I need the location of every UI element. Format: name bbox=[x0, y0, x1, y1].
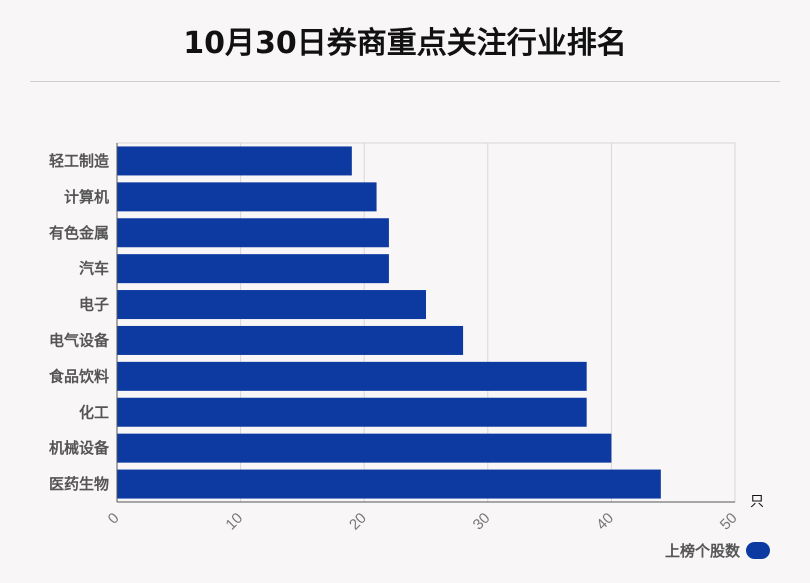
category-label: 化工 bbox=[79, 403, 109, 421]
bar bbox=[117, 325, 464, 355]
category-label: 有色金属 bbox=[49, 224, 109, 242]
bar bbox=[117, 182, 377, 212]
bars bbox=[117, 146, 661, 499]
x-axis-unit: 只 bbox=[750, 494, 764, 510]
bar bbox=[117, 433, 612, 463]
title-divider bbox=[30, 81, 780, 82]
bar bbox=[117, 218, 389, 248]
bar bbox=[117, 254, 389, 284]
category-label: 机械设备 bbox=[49, 439, 110, 457]
bar bbox=[117, 397, 587, 427]
category-label: 汽车 bbox=[79, 260, 109, 278]
x-tick-label: 10 bbox=[222, 510, 246, 534]
legend-swatch bbox=[746, 542, 770, 559]
category-label: 计算机 bbox=[64, 188, 109, 206]
category-label: 电气设备 bbox=[49, 331, 110, 349]
category-label: 食品饮料 bbox=[49, 367, 109, 385]
category-label: 轻工制造 bbox=[49, 152, 109, 170]
legend: 上榜个股数 bbox=[665, 540, 770, 561]
bar bbox=[117, 146, 352, 176]
x-tick-label: 50 bbox=[717, 510, 741, 534]
bar bbox=[117, 469, 661, 499]
legend-label: 上榜个股数 bbox=[664, 542, 740, 560]
x-tick-label: 30 bbox=[470, 510, 494, 534]
x-tick-label: 40 bbox=[593, 510, 617, 534]
x-tick-label: 0 bbox=[105, 510, 123, 528]
bar bbox=[117, 361, 587, 391]
category-label: 医药生物 bbox=[49, 475, 109, 493]
x-tick-labels: 0 10 20 30 40 50 bbox=[105, 510, 741, 534]
bar bbox=[117, 290, 426, 320]
category-label: 电子 bbox=[79, 296, 109, 314]
chart-title: 10月30日券商重点关注行业排名 bbox=[183, 26, 627, 61]
x-tick-label: 20 bbox=[346, 510, 370, 534]
